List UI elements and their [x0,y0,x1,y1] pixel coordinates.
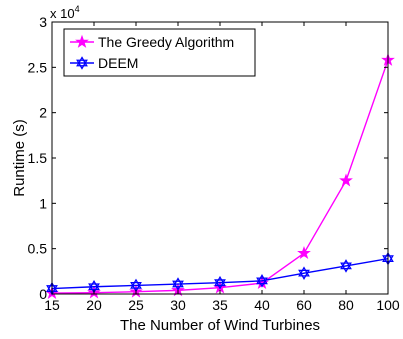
x-tick-label: 30 [170,297,186,313]
y-axis-multiplier-exponent: 4 [75,4,80,14]
series-line [51,59,389,294]
hexagram-up-triangle [88,279,100,291]
y-tick-label: 0 [39,286,47,302]
hexagram-marker [256,274,268,288]
y-axis-multiplier: x 104 [50,4,80,21]
y-tick-label: 2.5 [28,59,48,75]
hexagram-up-triangle [130,278,142,289]
hexagram-marker [298,266,310,280]
legend-item: The Greedy Algorithm [70,34,234,50]
star-marker [75,34,89,48]
hexagram-up-triangle [340,259,352,270]
hexagram-up-triangle [214,275,226,287]
x-axis-label: The Number of Wind Turbines [120,317,320,334]
legend-label: The Greedy Algorithm [98,34,234,50]
hexagram-down-triangle [214,279,226,290]
ticks-layer: 15 20 25 30 35 40 60 80 100 0 0.5 1 1.5 2 2.5 3 [28,14,400,313]
series-hexagram [46,251,394,296]
series-line [51,257,389,290]
y-axis-label: Runtime (s) [11,119,28,197]
x-tick-label: 15 [44,297,60,313]
hexagram-down-triangle [130,281,142,293]
hexagram-marker [76,56,88,70]
series-layer [45,52,395,299]
series-star [45,52,395,299]
legend: The Greedy Algorithm DEEM [63,28,256,77]
hexagram-down-triangle [172,280,184,291]
y-axis-multiplier-base: x 10 [50,6,75,21]
hexagram-marker [172,277,184,291]
hexagram-marker [88,279,100,294]
legend-label: DEEM [98,55,138,71]
hexagram-down-triangle [298,269,310,280]
x-tick-label: 25 [128,297,144,313]
legend-items: The Greedy Algorithm DEEM [70,34,234,71]
x-tick-label: 100 [376,297,400,313]
hexagram-down-triangle [88,283,100,294]
hexagram-up-triangle [172,277,184,288]
x-tick-label: 60 [296,297,312,313]
x-tick-label: 20 [86,297,102,313]
hexagram-marker [214,275,226,290]
y-tick-label: 0.5 [28,241,48,257]
star-marker [339,173,353,187]
star-marker [297,245,311,260]
hexagram-down-triangle [76,59,88,70]
hexagram-up-triangle [298,266,310,277]
y-tick-label: 2 [39,105,47,121]
y-tick-label: 1.5 [28,150,48,166]
hexagram-up-triangle [76,56,88,67]
hexagram-marker [340,259,352,273]
x-tick-label: 40 [254,297,270,313]
hexagram-marker [130,278,142,293]
y-tick-label: 1 [39,195,47,211]
legend-box [63,28,256,77]
x-tick-label: 35 [212,297,228,313]
hexagram-down-triangle [256,277,268,288]
legend-item: DEEM [70,55,138,71]
y-tick-label: 3 [39,14,47,30]
x-tick-label: 80 [338,297,354,313]
hexagram-down-triangle [340,262,352,273]
hexagram-up-triangle [256,274,268,285]
